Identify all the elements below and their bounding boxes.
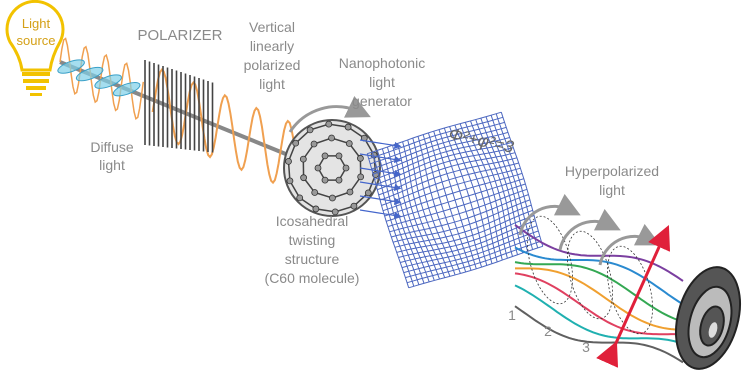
- c60-atom: [301, 175, 307, 181]
- generator-label: light: [369, 74, 395, 90]
- polarized-light-label: light: [259, 76, 285, 92]
- c60-atom: [351, 203, 357, 209]
- step-label: 3: [582, 339, 590, 355]
- structure-label: Icosahedral: [276, 213, 348, 229]
- c60-atom: [345, 124, 351, 130]
- c60-atom: [322, 177, 328, 183]
- c60-atom: [358, 174, 364, 180]
- c60-atom: [322, 153, 328, 159]
- c60-atom: [311, 141, 317, 147]
- c60-atom: [315, 165, 321, 171]
- c60-atom: [357, 155, 363, 161]
- diffuse-light-label: Diffuse: [90, 139, 134, 155]
- hyperpolarized-waves: [515, 206, 683, 362]
- polarizer-label: POLARIZER: [137, 27, 222, 44]
- polarized-light-label: Vertical: [249, 19, 295, 35]
- c60-atom: [336, 177, 342, 183]
- structure-label: twisting: [289, 232, 336, 248]
- generator-label: generator: [352, 93, 412, 109]
- c60-atom: [300, 156, 306, 162]
- c60-atom: [343, 165, 349, 171]
- hyper-wave: [515, 273, 683, 334]
- structure-label: (C60 molecule): [265, 270, 360, 286]
- generator-label: Nanophotonic: [339, 55, 425, 71]
- c60-atom: [313, 206, 319, 212]
- c60-atom: [286, 158, 292, 164]
- c60-atom: [336, 153, 342, 159]
- hyperpolarized-label: light: [599, 182, 625, 198]
- hyper-wave: [515, 262, 683, 322]
- diffuse-light-label: light: [99, 157, 125, 173]
- c60-atom: [307, 127, 313, 133]
- step-label: 2: [544, 323, 552, 339]
- c60-atom: [312, 190, 318, 196]
- c60-atom: [347, 189, 353, 195]
- c60-atom: [365, 190, 371, 196]
- step-label: 1: [508, 307, 516, 323]
- equation: Φ²+φ²=3: [447, 124, 516, 156]
- c60-atom: [329, 195, 335, 201]
- c60-atom: [287, 178, 293, 184]
- structure-label: structure: [285, 251, 340, 267]
- c60-atom: [326, 121, 332, 127]
- c60-atom: [293, 140, 299, 146]
- c60-atom: [346, 140, 352, 146]
- c60-atom: [297, 195, 303, 201]
- c60-molecule: [284, 107, 380, 216]
- diagram: Light source Diffuse light POLARIZER Ver…: [0, 0, 742, 380]
- light-source-label: source: [16, 33, 55, 48]
- twist-arrow: [560, 221, 610, 250]
- hyperpolarized-label: Hyperpolarized: [565, 163, 659, 179]
- polarizer: [145, 60, 213, 153]
- c60-atom: [329, 135, 335, 141]
- polarized-light-label: polarized: [244, 57, 301, 73]
- polarized-light-label: linearly: [250, 38, 294, 54]
- light-source-label: Light: [22, 16, 51, 31]
